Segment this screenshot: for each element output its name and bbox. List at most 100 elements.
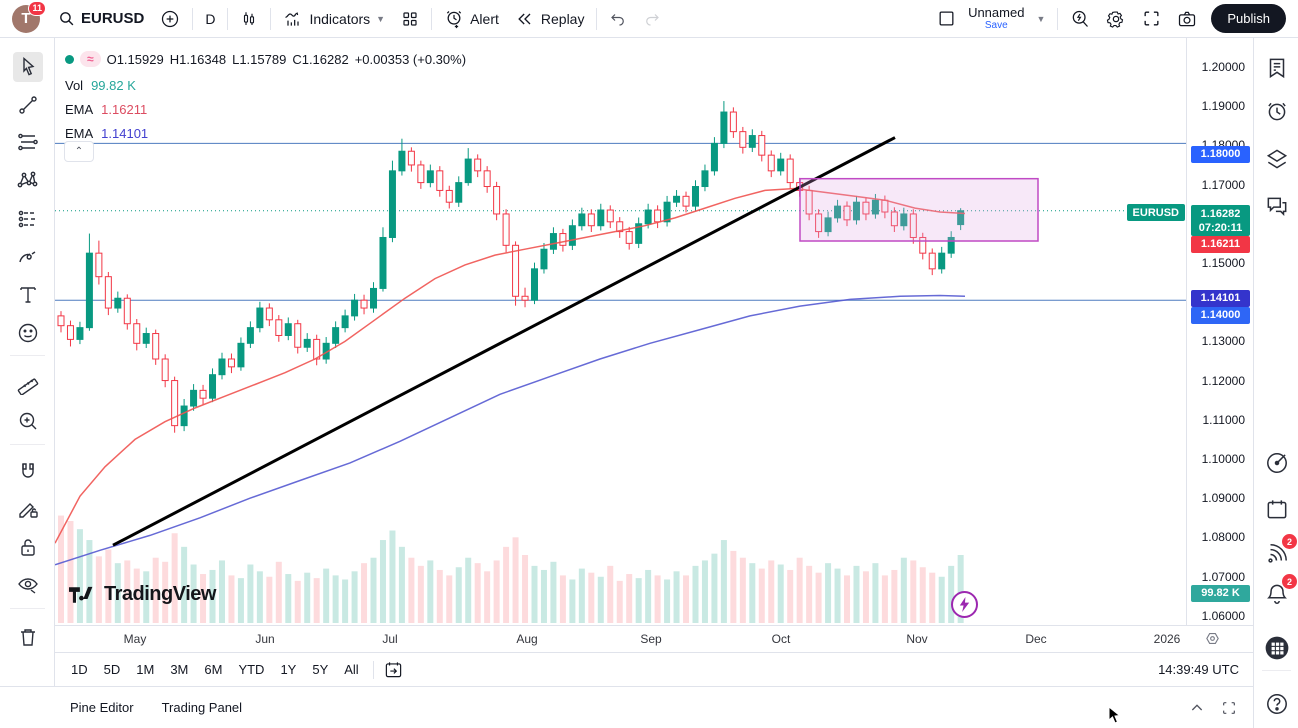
price-tick: 1.11000 [1202,412,1246,427]
price-tick: 1.13000 [1201,334,1245,349]
tool-ruler[interactable] [13,368,43,398]
sidebar-calendar-button[interactable] [1262,494,1292,524]
tool-lock-all[interactable] [13,533,43,563]
time-axis[interactable]: May Jun Jul Aug Sep Oct Nov Dec 2026 [55,625,1253,652]
time-tick-dec: Dec [1025,632,1047,646]
range-button-1m[interactable]: 1M [136,662,155,677]
tool-fib-retracement[interactable] [13,127,43,157]
settings-button[interactable] [1098,4,1134,34]
range-button-1d[interactable]: 1D [71,662,88,677]
time-tick-aug: Aug [516,632,538,646]
sidebar-alerts-clock-button[interactable] [1262,97,1292,127]
tool-zoom-in[interactable] [13,406,43,436]
panel-expand-button[interactable] [1189,700,1205,716]
emoji-icon [18,323,38,343]
symbol-search-button[interactable]: EURUSD [50,4,152,34]
tool-emoji[interactable] [13,318,43,348]
sidebar-apps-grid-button[interactable] [1262,633,1292,663]
panel-maximize-button[interactable] [1221,700,1237,716]
redo-button[interactable] [635,4,669,34]
save-label[interactable]: Save [984,20,1008,32]
tool-xabcd-pattern[interactable] [13,165,43,195]
interval-button[interactable]: D [197,4,223,34]
legend-collapse-button[interactable]: ⌃ [64,141,94,162]
ema-fast-label[interactable]: EMA [65,101,94,117]
pine-editor-tab[interactable]: Pine Editor [70,700,134,715]
tradingview-logo[interactable]: TradingView [69,583,216,606]
tool-text[interactable] [13,280,43,310]
top-toolbar: T 11 EURUSD D [0,0,1298,38]
tool-draw-lock[interactable] [13,495,43,525]
help-icon [1267,694,1287,714]
price-axis-label: 1.16211 [1191,236,1250,253]
sidebar-layers-button[interactable] [1262,144,1292,174]
low-value: L1.15789 [232,51,287,67]
go-to-date-button[interactable] [384,660,403,679]
layout-menu-caret[interactable]: ▼ [1028,4,1053,34]
timezone-clock[interactable]: 14:39:49 UTC [1158,662,1239,677]
sidebar-chat-button[interactable] [1262,191,1292,221]
sidebar-notifications-button[interactable]: 2 [1262,574,1297,609]
price-axis[interactable]: 1.20000 1.19000 1.18000 1.17000 1.15000 1.130… [1186,38,1253,625]
candlestick-chart[interactable] [55,38,1186,625]
price-axis-label: 99.82 K [1191,585,1250,602]
replay-button[interactable]: Replay [507,4,593,34]
chat-icon [1267,197,1287,216]
alert-button[interactable]: Alert [436,4,507,34]
tool-trash[interactable] [13,622,43,652]
signals-icon [1268,544,1287,563]
indicator-templates-button[interactable] [393,4,427,34]
chart-area[interactable]: ≈ O1.15929 H1.16348 L1.15789 C1.16282 +0.003… [55,38,1186,625]
tool-brush[interactable] [13,242,43,272]
range-button-ytd[interactable]: YTD [238,662,265,677]
close-value: C1.16282 [292,51,349,67]
price-tick: 1.09000 [1201,491,1245,506]
lightning-mode-button[interactable] [951,591,978,618]
ema-slow-label[interactable]: EMA [65,125,94,141]
symbol-flag-icon[interactable]: ≈ [80,51,101,67]
axis-settings-button[interactable] [1204,630,1221,652]
tool-trend-line[interactable] [13,90,43,120]
divider [372,660,374,679]
tool-position-tool[interactable] [13,204,43,234]
alert-label: Alert [470,10,499,27]
price-tick: 1.17000 [1201,177,1245,192]
tool-cursor[interactable] [13,52,43,82]
layout-name-button[interactable]: Unnamed Save [964,5,1028,32]
range-button-5d[interactable]: 5D [103,662,121,677]
user-avatar[interactable]: T 11 [12,0,46,33]
sidebar-watchlist-button[interactable] [1262,53,1292,83]
sidebar-signals-button[interactable]: 2 [1262,534,1297,569]
range-button-all[interactable]: All [344,662,359,677]
quick-search-button[interactable] [1062,4,1098,34]
price-tick: 1.20000 [1201,60,1245,74]
publish-button[interactable]: Publish [1211,4,1286,33]
replay-icon [515,9,535,29]
volume-label[interactable]: Vol [65,77,84,93]
tool-magnet[interactable] [13,457,43,487]
indicators-button[interactable]: Indicators ▼ [275,4,393,34]
chart-style-button[interactable] [232,4,266,34]
undo-button[interactable] [601,4,635,34]
range-button-1y[interactable]: 1Y [280,662,297,677]
range-button-3m[interactable]: 3M [170,662,189,677]
chevron-down-icon: ▼ [1036,13,1046,24]
compare-add-button[interactable] [152,4,188,34]
brush-icon [19,251,36,263]
go-to-date-icon [385,662,401,678]
fullscreen-button[interactable] [1134,4,1169,34]
position-tool-icon [18,210,35,228]
price-axis-label: 1.14000 [1191,307,1250,324]
range-button-5y[interactable]: 5Y [312,662,329,677]
sidebar-ideas-radar-button[interactable] [1262,448,1292,478]
market-status-dot[interactable] [65,54,74,64]
cursor-icon [23,56,35,76]
snapshot-button[interactable] [1169,4,1205,34]
layout-select-button[interactable] [929,4,964,34]
trading-panel-tab[interactable]: Trading Panel [161,700,243,715]
range-button-6m[interactable]: 6M [204,662,223,677]
time-tick-nov: Nov [906,632,928,646]
sidebar-help-button[interactable] [1262,689,1292,719]
tool-hide-drawings[interactable] [13,570,43,600]
tradingview-mark-icon [69,586,93,603]
